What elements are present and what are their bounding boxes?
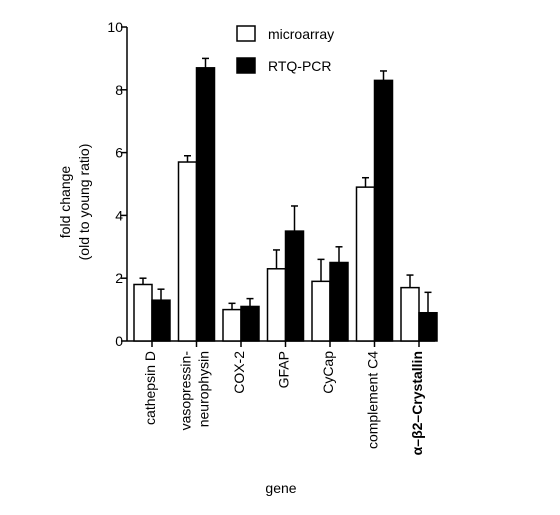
y-axis-title-line-1: fold change: [57, 166, 73, 239]
bar-rtq-pcr: [418, 311, 438, 342]
bar-rtq-pcr: [373, 79, 394, 342]
legend-label: microarray: [268, 26, 334, 42]
x-axis-title: gene: [265, 480, 296, 496]
y-tick-label: 6: [115, 145, 123, 161]
bar-rtq-pcr: [195, 67, 216, 342]
bar-rtq-pcr: [329, 261, 349, 342]
x-tick-label: α–β2–Crystallin: [409, 351, 425, 455]
bars: [133, 57, 438, 342]
y-tick-label: 8: [115, 82, 123, 98]
legend-label: RTQ-PCR: [268, 58, 332, 74]
y-axis-title: fold change (old to young ratio): [57, 144, 92, 261]
y-tick-label: 0: [115, 333, 123, 349]
x-tick-label: neurophysin: [196, 351, 212, 427]
y-tick-label: 4: [115, 207, 123, 223]
bar-microarray: [222, 308, 242, 342]
legend: microarray RTQ-PCR: [236, 25, 334, 74]
x-tick-label: complement C4: [365, 351, 381, 449]
legend-swatch: [236, 25, 256, 42]
bar-microarray: [266, 268, 287, 342]
y-axis-ticks: 0 2 4 6 8 10: [107, 19, 127, 349]
y-tick-label: 10: [107, 19, 123, 35]
x-tick-label: vasopressin-: [178, 351, 194, 431]
bar-rtq-pcr: [151, 299, 171, 342]
bar-rtq-pcr: [284, 230, 305, 342]
bar-microarray: [355, 186, 376, 342]
bar-microarray: [311, 280, 331, 342]
x-tick-label: CyCap: [320, 351, 336, 394]
bar-microarray: [177, 161, 198, 342]
y-tick-label: 2: [115, 270, 123, 286]
bar-microarray: [400, 286, 420, 342]
y-axis-title-line-2: (old to young ratio): [76, 144, 92, 261]
bar-rtq-pcr: [240, 305, 260, 342]
x-tick-label: GFAP: [276, 351, 292, 388]
x-axis-ticks: [151, 341, 420, 347]
bar-microarray: [133, 283, 153, 342]
x-tick-label: COX-2: [231, 351, 247, 394]
x-axis-category-labels: cathepsin D vasopressin-neurophysin COX-2 G…: [142, 351, 425, 456]
x-tick-label: cathepsin D: [142, 351, 158, 425]
legend-swatch: [236, 57, 256, 74]
